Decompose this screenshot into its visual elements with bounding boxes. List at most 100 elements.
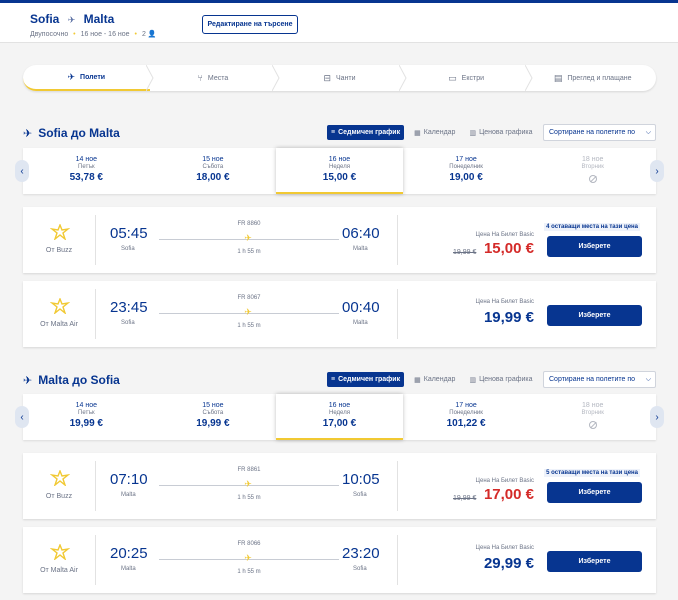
flight-path-line [159, 239, 339, 240]
airline-logo-icon [50, 544, 70, 560]
chevron-divider-icon [525, 65, 533, 91]
takeoff-icon: ✈ [23, 128, 33, 140]
date-option-selected[interactable]: 16 ное Неделя 17,00 € [276, 394, 403, 440]
select-flight-button[interactable]: Изберете [547, 551, 642, 572]
step-extras[interactable]: ▭ Екстри [403, 65, 533, 91]
step-label: Чанти [335, 74, 356, 82]
step-label: Преглед и плащане [567, 74, 632, 82]
price-chart-button[interactable]: ▥ Ценова графика [465, 125, 536, 140]
date-option[interactable]: 17 ное Понеделник 19,00 € [403, 148, 530, 194]
flight-duration: 1 h 55 m [237, 569, 261, 575]
flight-card: От Malta Air 23:45 Sofia FR 8067 ✈ 1 h 5… [23, 281, 656, 347]
departure-city: Sofia [121, 246, 135, 252]
price-chart-button[interactable]: ▥ Ценова графика [465, 372, 536, 387]
date-label: 16 ное [328, 156, 351, 163]
operator-label: От Buzz [45, 493, 73, 500]
select-flight-button[interactable]: Изберете [547, 482, 642, 503]
previous-dates-button[interactable]: ‹ [15, 160, 29, 182]
step-bags[interactable]: ⊟ Чанти [276, 65, 407, 91]
roundtrip-plane-icon: ✈ [67, 15, 76, 25]
divider [95, 461, 96, 511]
no-flight-icon [588, 421, 597, 429]
next-dates-button[interactable]: › [650, 406, 664, 428]
flight-duration: 1 h 55 m [237, 495, 261, 501]
departure-city: Malta [121, 492, 136, 498]
previous-dates-button[interactable]: ‹ [15, 406, 29, 428]
calendar-icon: ▦ [414, 376, 421, 384]
date-option-unavailable: 18 ное Вторник [529, 148, 656, 194]
day-label: Понеделник [449, 410, 483, 416]
flight-card: От Buzz 05:45 Sofia FR 8860 ✈ 1 h 55 m 0… [23, 207, 656, 273]
next-dates-button[interactable]: › [650, 160, 664, 182]
calendar-view-button[interactable]: ▦ Календар [410, 125, 459, 140]
bullet-icon: • [73, 31, 76, 38]
arrival-time: 06:40 [342, 225, 380, 242]
step-seats[interactable]: ⑂ Места [150, 65, 280, 91]
chart-icon: ▥ [469, 376, 477, 384]
date-label: 18 ное [581, 402, 604, 409]
weekly-view-button[interactable]: ≡ Седмичен график [327, 125, 405, 140]
chart-icon: ▥ [469, 129, 477, 137]
arrival-city: Sofia [353, 566, 367, 572]
select-flight-button[interactable]: Изберете [547, 236, 642, 257]
step-label: Места [207, 74, 229, 82]
airline-logo-icon [50, 298, 70, 314]
divider [397, 535, 398, 585]
date-option[interactable]: 14 ное Петък 19,99 € [23, 394, 150, 440]
divider [95, 535, 96, 585]
date-option-selected[interactable]: 16 ное Неделя 15,00 € [276, 148, 403, 194]
date-label: 14 ное [75, 156, 97, 163]
date-label: 14 ное [75, 402, 97, 409]
booking-steps: ✈ Полети ⑂ Места ⊟ Чанти ▭ Екстри ▤ Прег… [23, 65, 656, 91]
inbound-section-header: ✈ Malta до Sofia ≡ Седмичен график ▦ Календ… [23, 371, 656, 389]
trip-dates: 16 ное - 16 ное [80, 31, 130, 38]
date-label: 15 ное [202, 402, 224, 409]
weekly-view-button[interactable]: ≡ Седмичен график [327, 372, 405, 387]
flight-card: От Buzz 07:10 Malta FR 8861 ✈ 1 h 55 m 1… [23, 453, 656, 519]
divider [95, 289, 96, 339]
original-price: 19,99 € [453, 495, 477, 502]
step-review-payment[interactable]: ▤ Преглед и плащане [529, 65, 656, 91]
flight-price: 29,99 € [483, 555, 534, 572]
sort-select[interactable]: Сортиране на полетите по ⌵ [543, 371, 656, 388]
date-option[interactable]: 17 ное Понеделник 101,22 € [403, 394, 530, 440]
step-flights[interactable]: ✈ Полети [23, 65, 154, 91]
edit-search-button[interactable]: Редактиране на търсене [202, 15, 298, 34]
day-label: Вторник [581, 410, 604, 416]
divider [397, 461, 398, 511]
weekly-label: Седмичен график [338, 376, 401, 383]
day-label: Неделя [329, 164, 350, 170]
sort-label: Сортиране на полетите по [549, 129, 636, 136]
date-option-unavailable: 18 ное Вторник [529, 394, 656, 440]
step-label: Екстри [461, 74, 484, 82]
seats-left-badge: 4 оставащи места на тази цена [544, 223, 640, 231]
calendar-view-button[interactable]: ▦ Календар [410, 372, 459, 387]
operator-label: От Buzz [45, 247, 73, 254]
date-option[interactable]: 15 ное Събота 18,00 € [150, 148, 277, 194]
flight-price: 19,99 € [483, 309, 534, 326]
flight-card: От Malta Air 20:25 Malta FR 8066 ✈ 1 h 5… [23, 527, 656, 593]
route-title: Sofia ✈ Malta [30, 12, 114, 26]
flight-path-line [159, 485, 339, 486]
sort-select[interactable]: Сортиране на полетите по ⌵ [543, 124, 656, 141]
chevron-down-icon: ⌵ [645, 376, 651, 383]
view-switcher: ≡ Седмичен график ▦ Календар ▥ Ценова графи… [327, 372, 543, 387]
chevron-down-icon: ⌵ [645, 129, 651, 136]
airline-logo-icon [50, 224, 70, 240]
departure-time: 23:45 [110, 299, 148, 316]
calendar-label: Календар [423, 376, 456, 383]
operator-label: От Malta Air [40, 567, 78, 574]
date-price: 17,00 € [322, 418, 357, 429]
chevron-divider-icon [398, 65, 407, 91]
flight-number: FR 8861 [237, 467, 261, 473]
seat-icon: ⑂ [197, 73, 203, 83]
arrival-city: Malta [353, 320, 368, 326]
date-option[interactable]: 14 ное Петък 53,78 € [23, 148, 150, 194]
date-option[interactable]: 15 ное Събота 19,99 € [150, 394, 277, 440]
date-price: 19,99 € [196, 418, 230, 429]
review-icon: ▤ [553, 72, 563, 83]
flight-number: FR 8860 [237, 221, 261, 227]
select-flight-button[interactable]: Изберете [547, 305, 642, 326]
flight-price: 15,00 € [483, 240, 534, 257]
arrival-time: 10:05 [342, 471, 380, 488]
